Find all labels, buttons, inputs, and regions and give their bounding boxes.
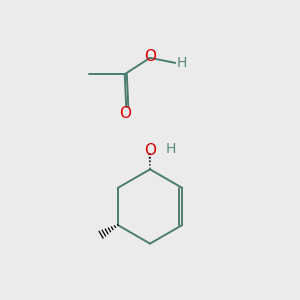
Text: H: H bbox=[177, 56, 187, 70]
Text: O: O bbox=[119, 106, 131, 121]
Text: O: O bbox=[144, 143, 156, 158]
Text: O: O bbox=[144, 49, 156, 64]
Text: H: H bbox=[166, 142, 176, 156]
